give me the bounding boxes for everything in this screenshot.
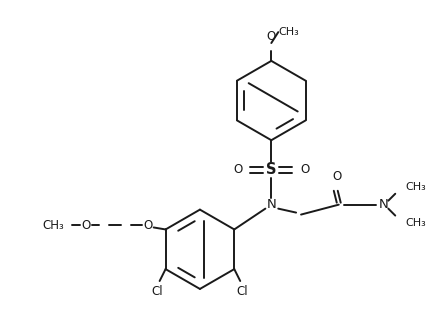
Text: O: O	[143, 219, 152, 232]
Text: Cl: Cl	[236, 285, 248, 298]
Text: Cl: Cl	[152, 285, 163, 298]
Text: S: S	[266, 163, 276, 177]
Text: CH₃: CH₃	[278, 27, 299, 37]
Text: O: O	[267, 30, 276, 43]
Text: O: O	[332, 170, 341, 183]
Text: CH₃: CH₃	[405, 182, 426, 192]
Text: CH₃: CH₃	[405, 217, 426, 228]
Text: O: O	[82, 219, 91, 232]
Text: CH₃: CH₃	[43, 219, 64, 232]
Text: O: O	[300, 164, 309, 176]
Text: O: O	[233, 164, 242, 176]
Text: N: N	[267, 198, 276, 211]
Text: N: N	[378, 198, 388, 211]
